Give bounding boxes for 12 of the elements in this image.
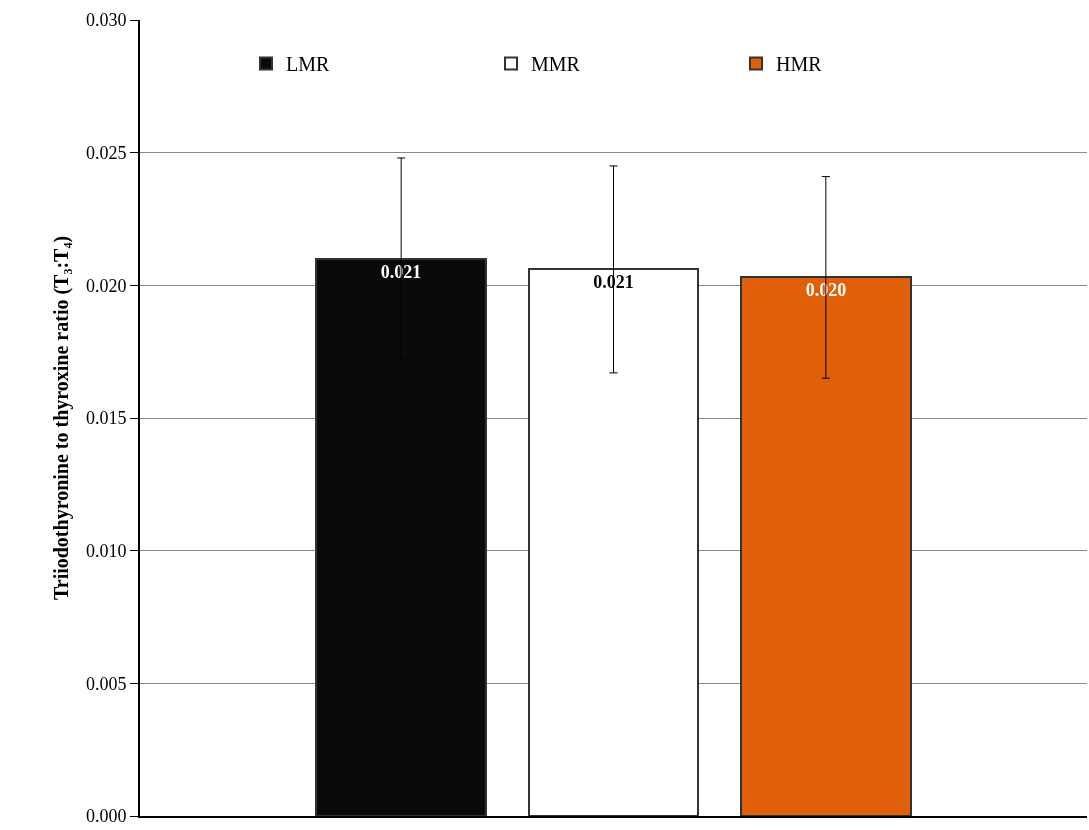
y-tick-label: 0.005 <box>85 673 127 694</box>
legend-label: HMR <box>776 53 823 76</box>
legend-label: LMR <box>286 53 330 76</box>
y-tick-label: 0.020 <box>85 275 127 296</box>
y-tick-label: 0.025 <box>85 142 127 163</box>
y-tick-label: 0.015 <box>85 408 127 429</box>
y-tick-label: 0.000 <box>85 806 127 827</box>
y-tick-label: 0.030 <box>85 10 127 31</box>
data-label: 0.021 <box>380 262 422 282</box>
y-axis-title: Triiodothyronine to thyroxine ratio (T₃:T₄) <box>49 235 73 601</box>
legend-label: MMR <box>531 53 581 76</box>
y-tick-label: 0.010 <box>85 540 127 561</box>
